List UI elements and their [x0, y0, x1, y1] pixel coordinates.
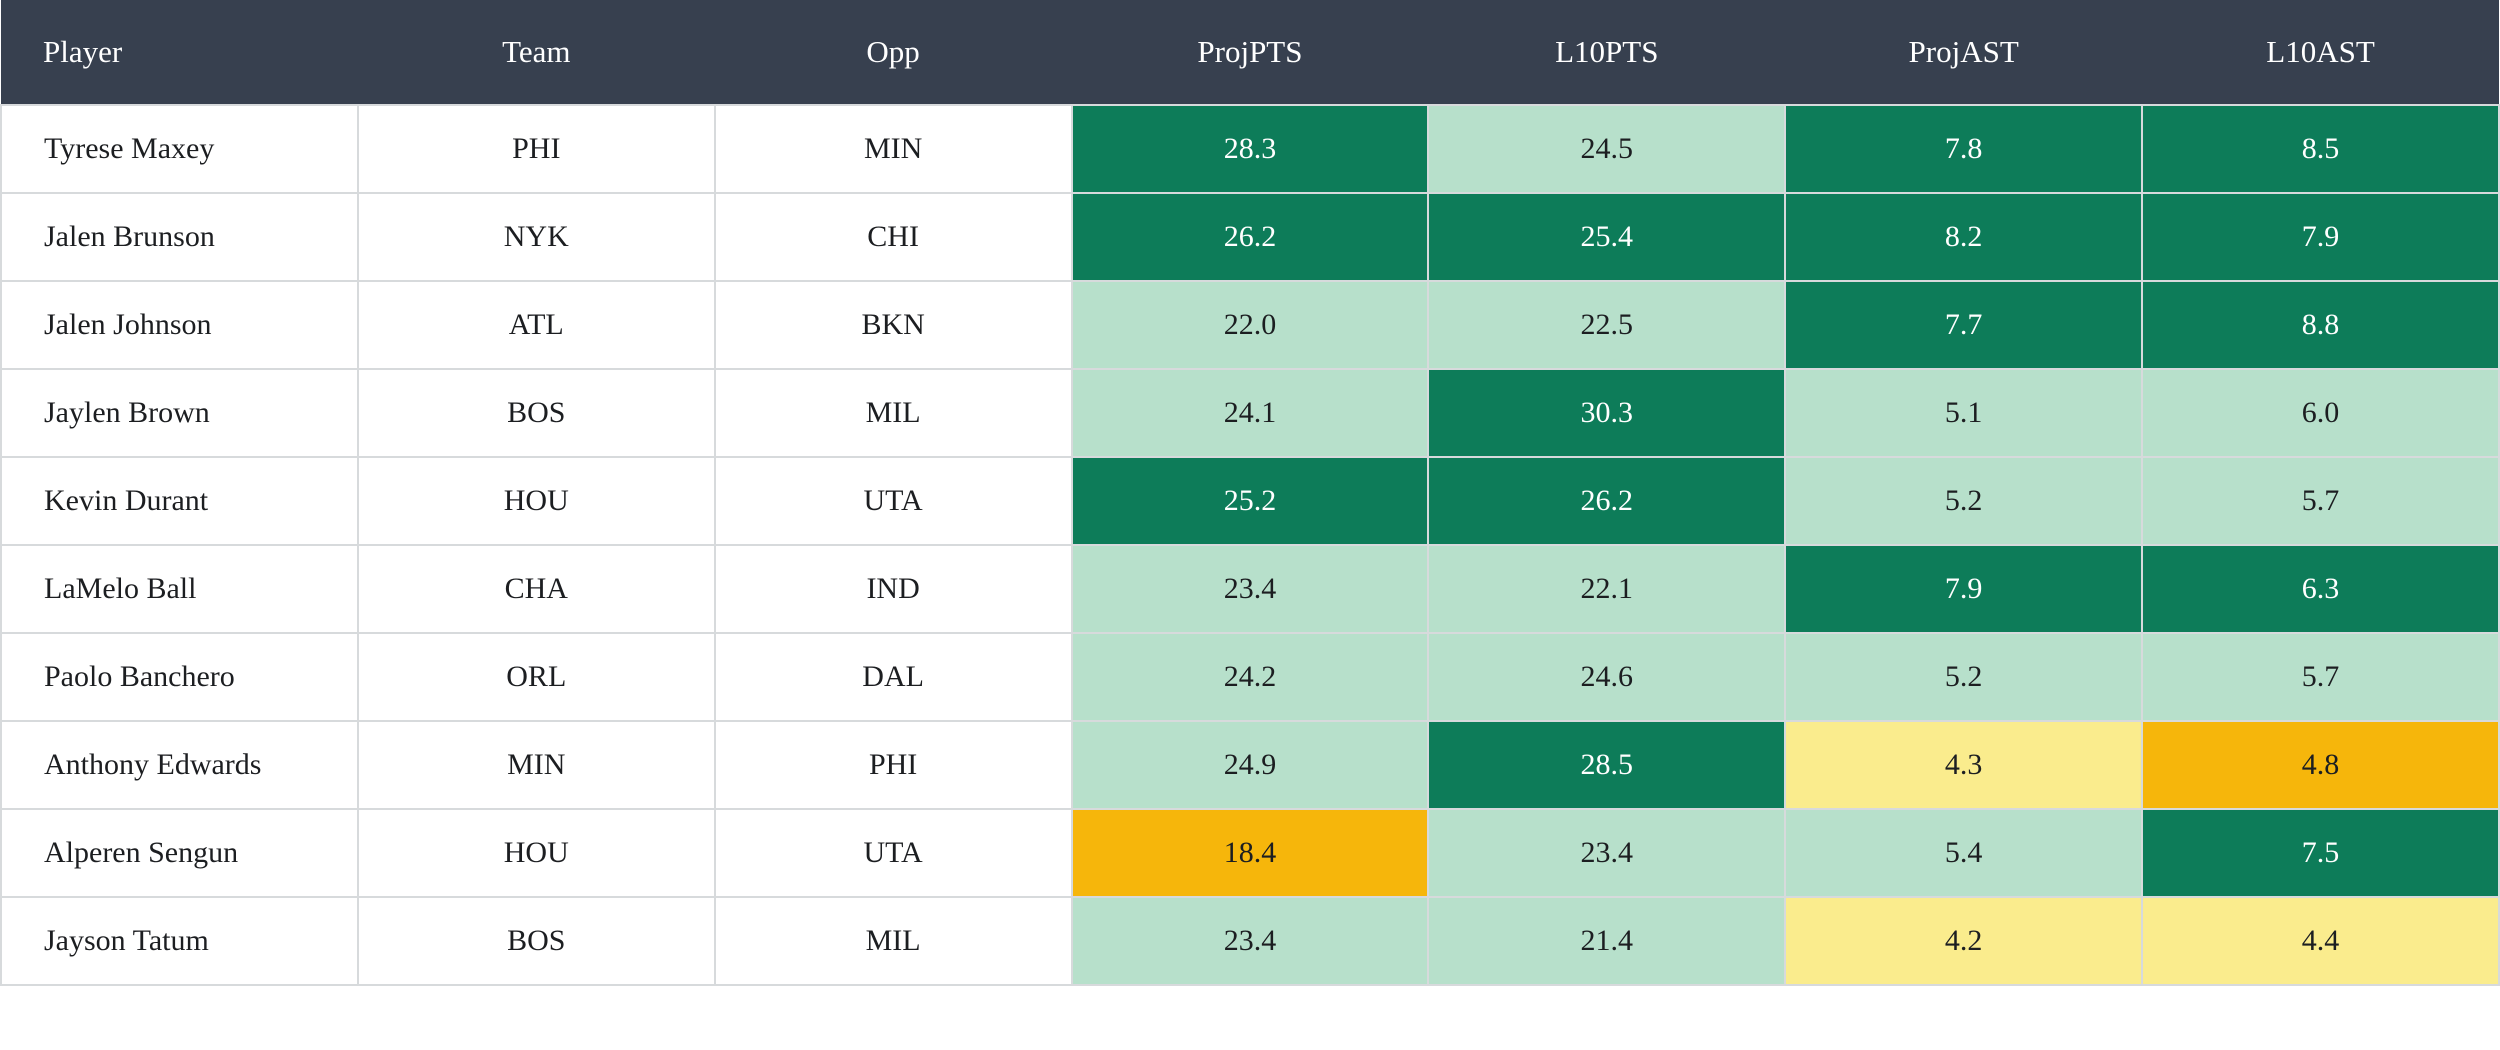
stat-cell-l10ast: 4.8	[2141, 720, 2500, 810]
table-row: Tyrese Maxey PHI MIN 28.3 24.5 7.8 8.5	[0, 104, 2500, 194]
cell-player: Paolo Banchero	[0, 632, 359, 722]
stat-cell-projpts: 24.9	[1070, 720, 1430, 810]
stat-cell-l10ast: 5.7	[2141, 632, 2500, 722]
stat-cell-projast: 5.2	[1784, 456, 2144, 546]
stat-cell-projpts: 26.2	[1070, 192, 1430, 282]
stat-cell-l10pts: 24.6	[1427, 632, 1787, 722]
stat-cell-projpts: 25.2	[1070, 456, 1430, 546]
cell-team: PHI	[356, 104, 716, 194]
cell-player: Anthony Edwards	[0, 720, 359, 810]
column-header-l10ast: L10AST	[2142, 0, 2499, 105]
stat-cell-projpts: 24.2	[1070, 632, 1430, 722]
stat-cell-l10pts: 28.5	[1427, 720, 1787, 810]
cell-opp: CHI	[713, 192, 1073, 282]
cell-opp: MIN	[713, 104, 1073, 194]
cell-opp: PHI	[713, 720, 1073, 810]
stat-cell-projast: 5.4	[1784, 808, 2144, 898]
stat-cell-l10pts: 24.5	[1427, 104, 1787, 194]
stat-cell-projast: 8.2	[1784, 192, 2144, 282]
player-projections-table: Player Team Opp ProjPTS L10PTS ProjAST L…	[0, 0, 2500, 986]
stat-cell-l10ast: 7.9	[2141, 192, 2500, 282]
table-row: Anthony Edwards MIN PHI 24.9 28.5 4.3 4.8	[0, 720, 2500, 810]
stat-cell-l10pts: 22.5	[1427, 280, 1787, 370]
stat-cell-l10pts: 23.4	[1427, 808, 1787, 898]
stat-cell-projpts: 28.3	[1070, 104, 1430, 194]
table-row: Jalen Johnson ATL BKN 22.0 22.5 7.7 8.8	[0, 280, 2500, 370]
cell-opp: BKN	[713, 280, 1073, 370]
table-row: Jayson Tatum BOS MIL 23.4 21.4 4.2 4.4	[0, 896, 2500, 986]
cell-player: Jalen Brunson	[0, 192, 359, 282]
stat-cell-projast: 4.2	[1784, 896, 2144, 986]
cell-team: ATL	[356, 280, 716, 370]
cell-opp: DAL	[713, 632, 1073, 722]
stat-cell-projast: 5.2	[1784, 632, 2144, 722]
stat-cell-l10pts: 25.4	[1427, 192, 1787, 282]
cell-team: MIN	[356, 720, 716, 810]
cell-player: Alperen Sengun	[0, 808, 359, 898]
cell-opp: UTA	[713, 808, 1073, 898]
cell-team: BOS	[356, 896, 716, 986]
stat-cell-projast: 4.3	[1784, 720, 2144, 810]
cell-player: Jaylen Brown	[0, 368, 359, 458]
stat-cell-l10pts: 21.4	[1427, 896, 1787, 986]
stat-cell-l10ast: 8.8	[2141, 280, 2500, 370]
stat-cell-l10pts: 22.1	[1427, 544, 1787, 634]
table-header: Player Team Opp ProjPTS L10PTS ProjAST L…	[1, 0, 2499, 105]
cell-player: Tyrese Maxey	[0, 104, 359, 194]
stat-cell-projast: 7.9	[1784, 544, 2144, 634]
stat-cell-projpts: 24.1	[1070, 368, 1430, 458]
stat-cell-projpts: 22.0	[1070, 280, 1430, 370]
table-row: LaMelo Ball CHA IND 23.4 22.1 7.9 6.3	[0, 544, 2500, 634]
cell-team: NYK	[356, 192, 716, 282]
cell-team: ORL	[356, 632, 716, 722]
stat-cell-l10ast: 6.0	[2141, 368, 2500, 458]
stat-cell-l10ast: 7.5	[2141, 808, 2500, 898]
cell-team: BOS	[356, 368, 716, 458]
stat-cell-projpts: 23.4	[1070, 896, 1430, 986]
cell-opp: UTA	[713, 456, 1073, 546]
stat-cell-projast: 7.8	[1784, 104, 2144, 194]
cell-opp: MIL	[713, 896, 1073, 986]
stat-cell-projast: 7.7	[1784, 280, 2144, 370]
stat-cell-l10ast: 6.3	[2141, 544, 2500, 634]
table-body: Tyrese Maxey PHI MIN 28.3 24.5 7.8 8.5 Jalen Br…	[0, 104, 2500, 986]
stat-cell-l10ast: 8.5	[2141, 104, 2500, 194]
stat-cell-projpts: 23.4	[1070, 544, 1430, 634]
cell-player: Jalen Johnson	[0, 280, 359, 370]
stat-cell-l10ast: 4.4	[2141, 896, 2500, 986]
stat-cell-projast: 5.1	[1784, 368, 2144, 458]
column-header-l10pts: L10PTS	[1428, 0, 1786, 105]
stat-cell-projpts: 18.4	[1070, 808, 1430, 898]
cell-player: Jayson Tatum	[0, 896, 359, 986]
stat-cell-l10pts: 30.3	[1427, 368, 1787, 458]
cell-player: LaMelo Ball	[0, 544, 359, 634]
table-row: Jalen Brunson NYK CHI 26.2 25.4 8.2 7.9	[0, 192, 2500, 282]
column-header-team: Team	[357, 0, 715, 105]
cell-team: HOU	[356, 808, 716, 898]
column-header-projpts: ProjPTS	[1071, 0, 1429, 105]
cell-opp: IND	[713, 544, 1073, 634]
column-header-projast: ProjAST	[1785, 0, 2143, 105]
cell-player: Kevin Durant	[0, 456, 359, 546]
header-row: Player Team Opp ProjPTS L10PTS ProjAST L…	[1, 0, 2499, 105]
column-header-player: Player	[1, 0, 358, 105]
cell-team: CHA	[356, 544, 716, 634]
stat-cell-l10pts: 26.2	[1427, 456, 1787, 546]
table-row: Jaylen Brown BOS MIL 24.1 30.3 5.1 6.0	[0, 368, 2500, 458]
table-row: Paolo Banchero ORL DAL 24.2 24.6 5.2 5.7	[0, 632, 2500, 722]
table-row: Kevin Durant HOU UTA 25.2 26.2 5.2 5.7	[0, 456, 2500, 546]
cell-opp: MIL	[713, 368, 1073, 458]
column-header-opp: Opp	[714, 0, 1072, 105]
cell-team: HOU	[356, 456, 716, 546]
stat-cell-l10ast: 5.7	[2141, 456, 2500, 546]
table-row: Alperen Sengun HOU UTA 18.4 23.4 5.4 7.5	[0, 808, 2500, 898]
